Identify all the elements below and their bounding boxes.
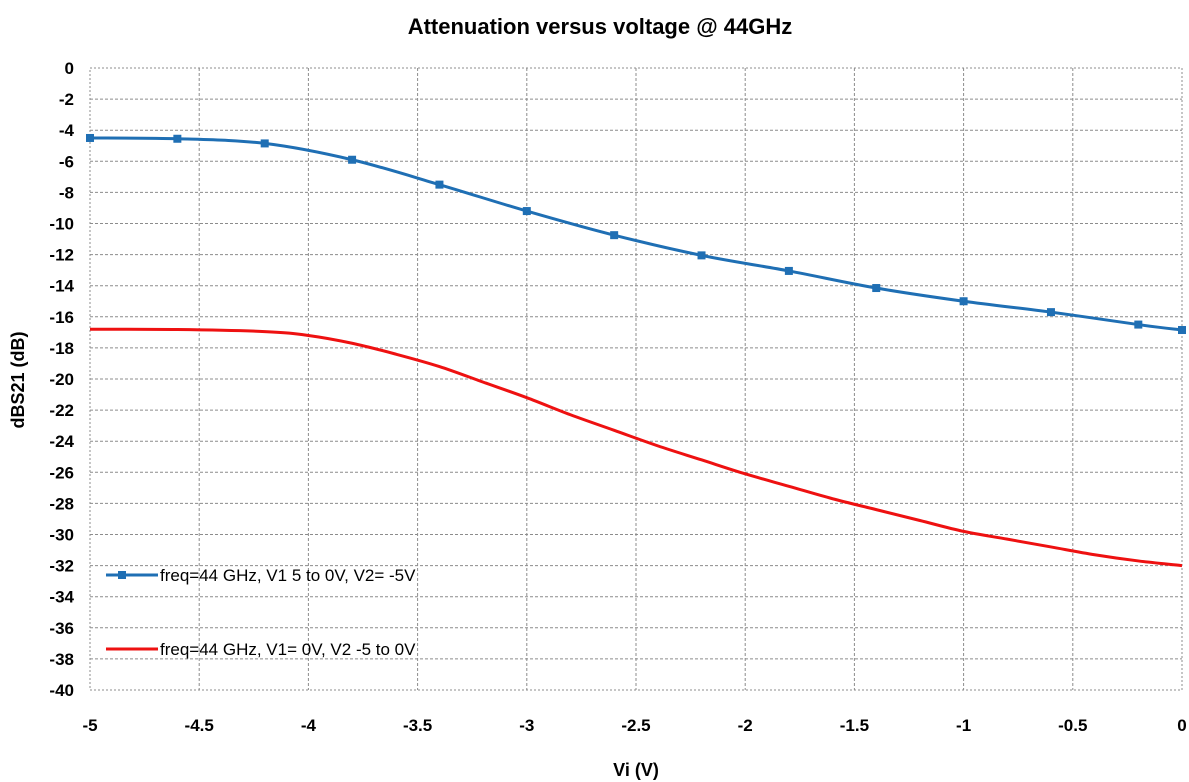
data-point-marker: [697, 251, 706, 260]
data-point-marker: [86, 133, 94, 142]
y-tick-label: 0: [65, 59, 74, 78]
y-tick-label: -12: [49, 246, 74, 265]
chart-title: Attenuation versus voltage @ 44GHz: [408, 14, 793, 39]
data-point-marker: [610, 231, 619, 240]
data-point-marker: [959, 297, 968, 306]
x-tick-label: -3.5: [403, 716, 432, 735]
plot-area: [89, 67, 1183, 691]
y-tick-label: -22: [49, 401, 74, 420]
data-point-marker: [435, 180, 444, 189]
x-tick-label: -2: [738, 716, 753, 735]
grid: [90, 68, 1182, 690]
data-point-marker: [872, 284, 881, 293]
x-tick-label: -0.5: [1058, 716, 1087, 735]
x-tick-label: -4: [301, 716, 317, 735]
data-point-marker: [784, 266, 793, 275]
x-tick-label: -1: [956, 716, 971, 735]
y-tick-label: -28: [49, 494, 74, 513]
y-tick-label: -38: [49, 650, 74, 669]
legend: freq=44 GHz, V1 5 to 0V, V2= -5V freq=44…: [106, 566, 416, 659]
series-line-2: [89, 327, 1183, 568]
x-tick-label: -5: [82, 716, 97, 735]
data-point-marker: [260, 139, 269, 148]
x-axis-label: Vi (V): [613, 760, 659, 780]
x-tick-label: -2.5: [621, 716, 650, 735]
y-tick-label: -6: [59, 152, 74, 171]
data-point-marker: [348, 155, 357, 164]
y-tick-label: -8: [59, 183, 74, 202]
y-tick-label: -18: [49, 339, 74, 358]
y-tick-label: -16: [49, 308, 74, 327]
y-tick-label: -26: [49, 463, 74, 482]
y-tick-label: -32: [49, 557, 74, 576]
x-axis-ticks: -5 -4.5 -4 -3.5 -3 -2.5 -2 -1.5 -1 -0.5 0: [82, 716, 1186, 735]
y-axis-ticks: 0 -2 -4 -6 -8 -10 -12 -14 -16 -18 -20 -22 -24 -26 -28 -…: [49, 59, 74, 700]
series-line-1: [89, 136, 1183, 332]
data-point-marker: [522, 207, 531, 216]
x-tick-label: -1.5: [840, 716, 869, 735]
data-point-marker: [1178, 326, 1186, 335]
data-point-marker: [173, 134, 182, 143]
data-point-marker: [1134, 320, 1143, 329]
series-lines: [86, 133, 1186, 568]
y-tick-label: -30: [49, 526, 74, 545]
y-tick-label: -36: [49, 619, 74, 638]
x-tick-label: 0: [1177, 716, 1186, 735]
x-tick-label: -3: [519, 716, 534, 735]
data-point-marker: [1046, 308, 1055, 317]
y-tick-label: -14: [49, 277, 74, 296]
legend-label-blue-series: freq=44 GHz, V1 5 to 0V, V2= -5V: [160, 566, 416, 585]
y-tick-label: -20: [49, 370, 74, 389]
y-tick-label: -2: [59, 90, 74, 109]
legend-marker-blue-series: [118, 571, 126, 579]
y-tick-label: -40: [49, 681, 74, 700]
y-tick-label: -24: [49, 432, 74, 451]
y-tick-label: -10: [49, 215, 74, 234]
legend-label-red-series: freq=44 GHz, V1= 0V, V2 -5 to 0V: [160, 640, 416, 659]
y-tick-label: -4: [59, 121, 75, 140]
y-axis-label: dBS21 (dB): [8, 331, 28, 428]
x-tick-label: -4.5: [185, 716, 214, 735]
y-tick-label: -34: [49, 588, 74, 607]
